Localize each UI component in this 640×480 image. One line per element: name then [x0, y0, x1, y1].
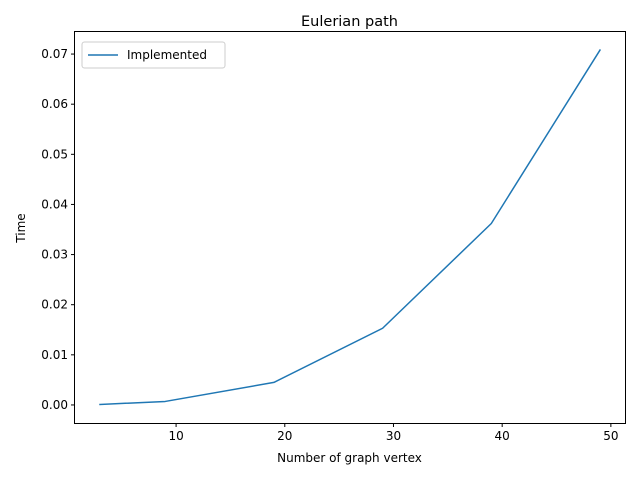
y-tick-label: 0.06 [41, 97, 68, 111]
y-tick-label: 0.04 [41, 197, 68, 211]
series-line-implemented [99, 49, 602, 406]
chart-title: Eulerian path [301, 14, 398, 30]
legend-box [81, 41, 226, 69]
series-layer [99, 49, 602, 406]
x-tick-label: 20 [277, 429, 292, 443]
y-tick-label: 0.05 [41, 147, 68, 161]
axes-frame [74, 31, 626, 424]
x-tick-label: 40 [495, 429, 510, 443]
x-tick-label: 10 [168, 429, 183, 443]
x-tick-label: 30 [386, 429, 401, 443]
y-tick-label: 0.03 [41, 248, 68, 262]
y-tick-label: 0.02 [41, 298, 68, 312]
y-tick-label: 0.07 [41, 47, 68, 61]
y-tick-label: 0.01 [41, 348, 68, 362]
legend: Implemented [81, 41, 226, 69]
x-tick-label: 50 [603, 429, 618, 443]
x-axis-label: Number of graph vertex [277, 451, 422, 465]
y-axis-ticks: 0.00 0.01 0.02 0.03 0.04 0.05 0.06 0.07 [41, 47, 75, 412]
y-tick-label: 0.00 [41, 398, 68, 412]
y-axis-label: Time [14, 213, 28, 243]
legend-label-implemented: Implemented [127, 48, 207, 62]
plot-area: 10 20 30 40 50 0.000.010.020.030.040.050.060… [41, 31, 626, 443]
x-axis-ticks: 10 20 30 40 50 [168, 423, 619, 443]
